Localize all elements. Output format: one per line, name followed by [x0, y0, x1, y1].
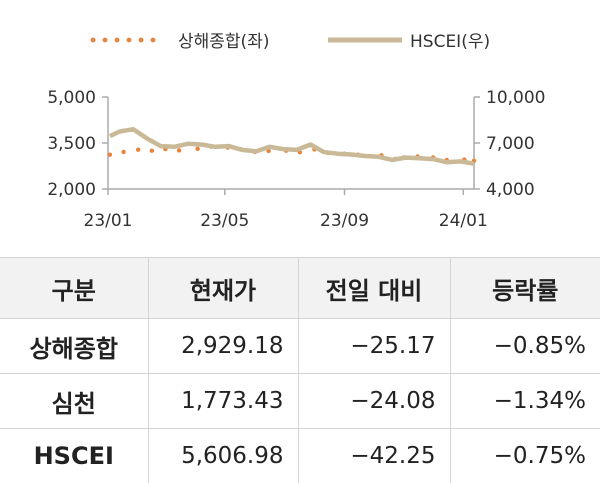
- shanghai-composite-point: [136, 148, 140, 152]
- left-y-tick-label: 3,500: [47, 134, 96, 154]
- shanghai-composite-point: [108, 153, 112, 157]
- shanghai-composite-point: [150, 149, 154, 153]
- right-y-tick-label: 4,000: [486, 180, 535, 200]
- shanghai-composite-point: [195, 147, 199, 151]
- line-chart: 5,000 3,500 2,000 10,000 7,000 4,000 23/01 23/0…: [0, 0, 600, 250]
- legend-label-shanghai: 상해종합(좌): [178, 32, 269, 52]
- day-change: −24.08: [298, 374, 450, 429]
- current-price: 2,929.18: [148, 319, 298, 374]
- index-name: 상해종합: [0, 319, 148, 374]
- x-tick-label: 24/01: [439, 211, 488, 231]
- hscei-line: [110, 129, 474, 164]
- left-y-tick-label: 5,000: [47, 88, 96, 108]
- x-tick-label: 23/01: [84, 211, 133, 231]
- change-rate: −1.34%: [450, 374, 600, 429]
- day-change: −25.17: [298, 319, 450, 374]
- index-table: 구분 현재가 전일 대비 등락률 상해종합 2,929.18 −25.17 −0…: [0, 257, 600, 483]
- change-rate: −0.85%: [450, 319, 600, 374]
- header-change-rate: 등락률: [450, 258, 600, 319]
- index-name: HSCEI: [0, 429, 148, 483]
- legend-dot: [151, 38, 156, 43]
- right-y-tick-label: 7,000: [486, 134, 535, 154]
- legend-dot: [139, 38, 144, 43]
- shanghai-composite-point: [121, 150, 125, 154]
- change-rate: −0.75%: [450, 429, 600, 483]
- shanghai-composite-point: [177, 148, 181, 152]
- right-y-tick-label: 10,000: [486, 88, 545, 108]
- table-row: 상해종합 2,929.18 −25.17 −0.85%: [0, 319, 600, 374]
- legend-label-hscei: HSCEI(우): [410, 32, 490, 52]
- legend-item-shanghai: 상해종합(좌): [91, 32, 270, 52]
- table-row: HSCEI 5,606.98 −42.25 −0.75%: [0, 429, 600, 483]
- current-price: 5,606.98: [148, 429, 298, 483]
- index-name: 심천: [0, 374, 148, 429]
- legend-dot: [91, 38, 96, 43]
- day-change: −42.25: [298, 429, 450, 483]
- legend-dot: [103, 38, 108, 43]
- legend-item-hscei: HSCEI(우): [328, 32, 490, 52]
- left-y-tick-label: 2,000: [47, 180, 96, 200]
- header-current-price: 현재가: [148, 258, 298, 319]
- header-category: 구분: [0, 258, 148, 319]
- table-row: 심천 1,773.43 −24.08 −1.34%: [0, 374, 600, 429]
- legend-dot: [127, 38, 132, 43]
- x-tick-label: 23/05: [200, 211, 249, 231]
- current-price: 1,773.43: [148, 374, 298, 429]
- legend-dot: [115, 38, 120, 43]
- index-chart: 5,000 3,500 2,000 10,000 7,000 4,000 23/01 23/0…: [0, 0, 600, 250]
- x-tick-label: 23/09: [320, 211, 369, 231]
- index-table-container: 구분 현재가 전일 대비 등락률 상해종합 2,929.18 −25.17 −0…: [0, 257, 600, 483]
- header-day-change: 전일 대비: [298, 258, 450, 319]
- table-header-row: 구분 현재가 전일 대비 등락률: [0, 258, 600, 319]
